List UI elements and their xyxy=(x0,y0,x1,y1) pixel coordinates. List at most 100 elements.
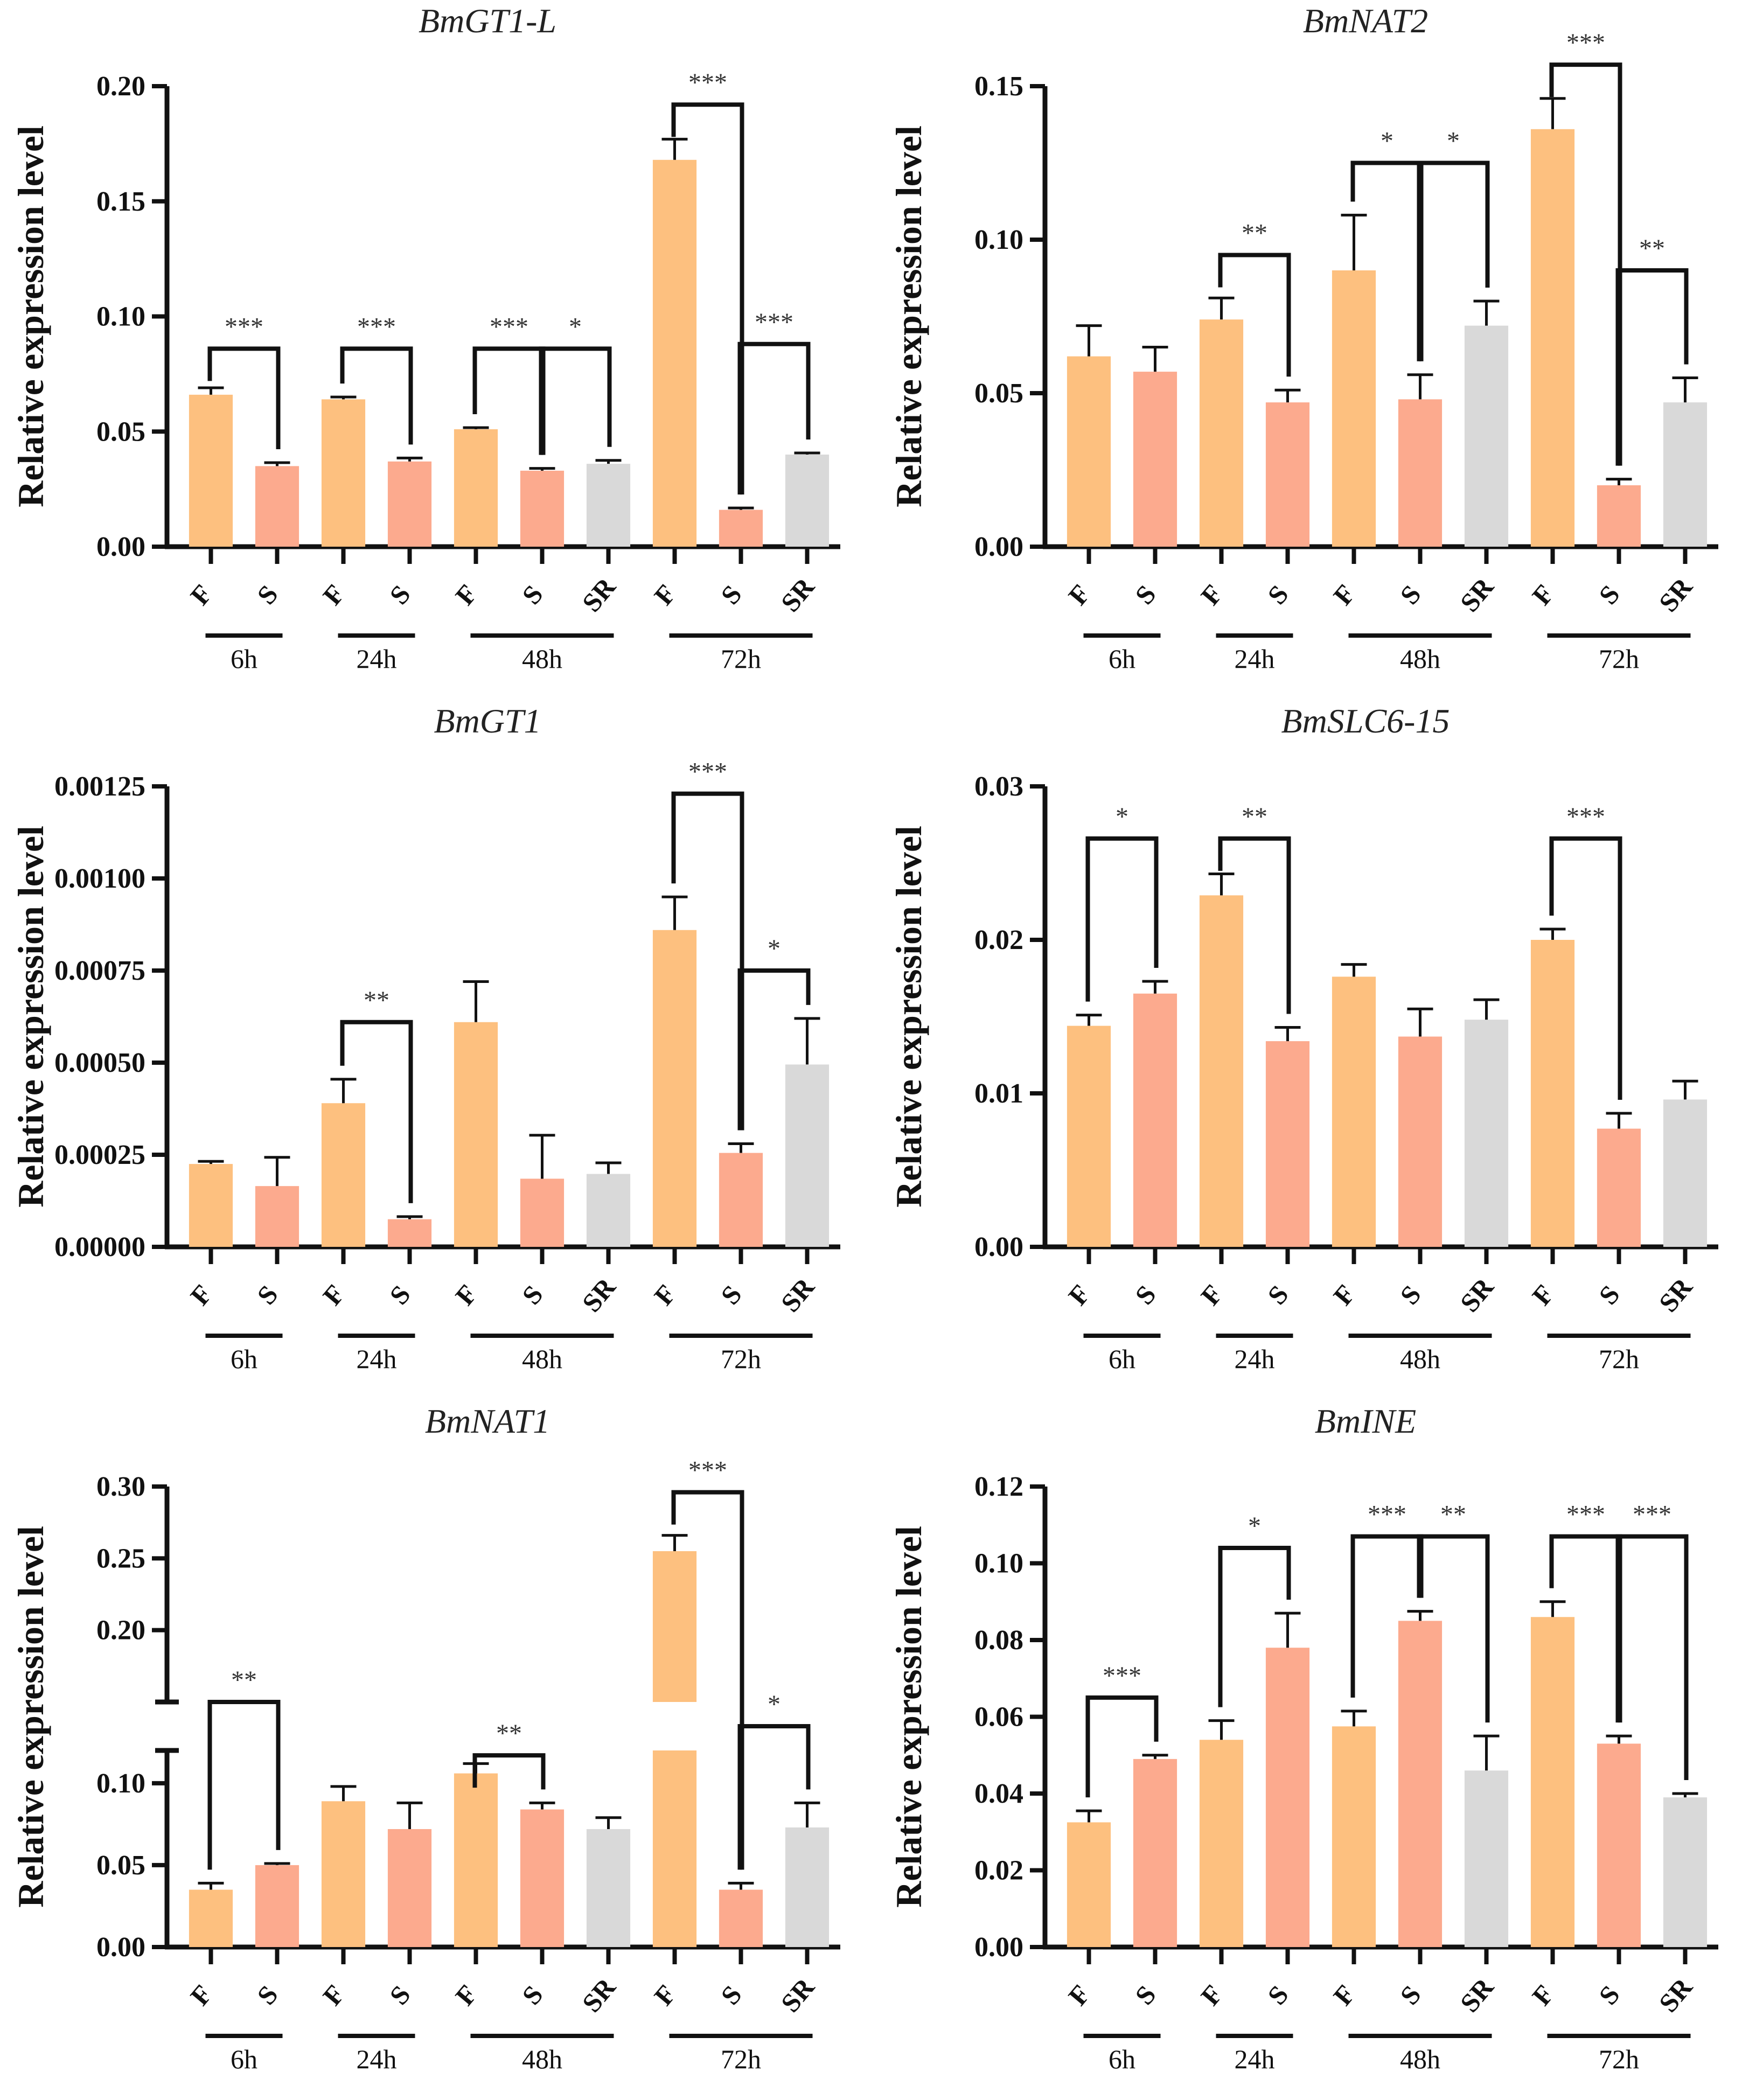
y-tick-label: 0.06 xyxy=(974,1702,1023,1733)
y-tick-label: 0.00125 xyxy=(54,771,145,802)
chart-panel-bmslc6-15: BmSLC6-15 Relative expression level 0.00 0.… xyxy=(878,700,1756,1400)
group-label: 6h xyxy=(231,1344,257,1374)
y-tick-label: 0.10 xyxy=(974,1548,1023,1579)
significance-bracket xyxy=(1085,836,1159,1002)
y-tick-label: 0.03 xyxy=(974,771,1023,802)
x-category-label: S xyxy=(384,1279,416,1310)
x-category-label: S xyxy=(1394,1279,1427,1310)
bar-s xyxy=(1133,993,1177,1247)
y-tick-label: 0.15 xyxy=(96,186,145,217)
bar-s xyxy=(1597,1128,1641,1247)
bar-sr xyxy=(785,1827,830,1947)
significance-label: *** xyxy=(1633,1501,1671,1529)
y-axis-label: Relative expression level xyxy=(888,1526,929,1908)
significance-label: *** xyxy=(490,312,528,341)
y-tick-label: 0.08 xyxy=(974,1625,1023,1656)
group-label: 24h xyxy=(1235,644,1275,674)
bar-f xyxy=(1332,270,1376,547)
y-tick-label: 0.00100 xyxy=(54,863,145,894)
y-tick-label: 0.00 xyxy=(96,1932,145,1963)
group-label: 48h xyxy=(522,644,562,674)
y-tick-label: 0.00 xyxy=(974,532,1023,562)
x-category-label: F xyxy=(648,1979,682,2011)
significance-label: *** xyxy=(357,312,396,341)
bar-s xyxy=(520,1809,565,1947)
bar-s xyxy=(1265,1041,1310,1247)
significance-label: *** xyxy=(1103,1662,1141,1690)
y-tick-label: 0.00025 xyxy=(54,1140,145,1170)
significance-bracket xyxy=(539,346,612,455)
x-category-label: S xyxy=(1262,579,1294,610)
x-category-label: F xyxy=(1195,1979,1229,2011)
bar-s xyxy=(520,470,565,547)
x-category-label: S xyxy=(384,1979,416,2010)
x-category-label: S xyxy=(251,1979,284,2010)
y-tick-label: 0.04 xyxy=(974,1778,1023,1809)
x-category-label: S xyxy=(251,1279,284,1310)
chart-title: BmSLC6-15 xyxy=(1281,702,1450,740)
x-category-label: F xyxy=(317,1979,351,2011)
group-label: 72h xyxy=(721,644,761,674)
bar-s xyxy=(255,466,299,547)
chart-title: BmNAT1 xyxy=(425,1402,550,1440)
significance-label: * xyxy=(569,312,582,341)
bar-s xyxy=(255,1186,299,1247)
x-category-label: S xyxy=(715,579,748,610)
x-category-label: F xyxy=(184,1979,218,2011)
bar-f xyxy=(321,399,366,547)
significance-label: * xyxy=(1116,803,1128,831)
x-category-label: SR xyxy=(1454,1272,1500,1318)
significance-bracket xyxy=(340,1020,413,1203)
bar-s xyxy=(1265,1648,1310,1947)
group-label: 72h xyxy=(1599,1344,1639,1374)
significance-bracket xyxy=(671,1490,744,1870)
significance-label: ** xyxy=(231,1666,257,1694)
group-label: 48h xyxy=(1400,1344,1440,1374)
bar-s xyxy=(387,461,432,547)
significance-label: ** xyxy=(1242,219,1267,248)
chart-panel-bmgt1-l: BmGT1-L Relative expression level 0.00 0.05… xyxy=(0,0,878,700)
significance-label: * xyxy=(1381,127,1393,156)
x-category-label: SR xyxy=(1454,571,1500,618)
group-label: 6h xyxy=(1109,644,1135,674)
bar-f xyxy=(1530,940,1575,1247)
significance-bracket xyxy=(671,102,744,495)
x-category-label: F xyxy=(317,1279,351,1310)
group-label: 48h xyxy=(1400,644,1440,674)
bar-f-lower xyxy=(652,1750,697,1947)
y-tick-label: 0.00 xyxy=(96,532,145,562)
x-category-label: F xyxy=(1062,578,1096,610)
significance-label: *** xyxy=(1566,803,1605,831)
x-category-label: SR xyxy=(1653,571,1698,618)
bar-f xyxy=(189,1889,233,1947)
chart-title: BmNAT2 xyxy=(1303,2,1428,40)
bar-s xyxy=(387,1219,432,1247)
bar-s xyxy=(1398,1036,1443,1247)
significance-label: *** xyxy=(1368,1501,1406,1529)
y-axis-label: Relative expression level xyxy=(888,125,929,507)
bar-sr xyxy=(1464,325,1509,547)
y-tick-label: 0.02 xyxy=(974,925,1023,955)
significance-label: *** xyxy=(688,68,727,97)
y-tick-label: 0.05 xyxy=(974,378,1023,409)
x-category-label: S xyxy=(384,579,416,610)
significance-label: * xyxy=(1248,1512,1261,1540)
group-label: 6h xyxy=(231,2044,257,2074)
chart-svg: BmNAT2 Relative expression level 0.00 0.05 0… xyxy=(888,2,1718,674)
bar-f xyxy=(189,1164,233,1247)
x-category-label: S xyxy=(1394,579,1427,610)
y-tick-label: 0.00075 xyxy=(54,955,145,986)
bar-f-upper xyxy=(652,1551,697,1702)
bar-sr xyxy=(586,464,631,547)
significance-label: *** xyxy=(1566,1501,1605,1529)
chart-svg: BmSLC6-15 Relative expression level 0.00 0.… xyxy=(888,702,1718,1374)
x-category-label: S xyxy=(516,579,549,610)
x-category-label: SR xyxy=(775,571,820,618)
x-category-label: F xyxy=(1062,1279,1096,1310)
x-category-label: F xyxy=(449,578,483,610)
x-category-label: F xyxy=(1526,578,1560,610)
significance-bracket xyxy=(1549,836,1622,1100)
y-tick-label: 0.12 xyxy=(974,1471,1023,1502)
bar-f xyxy=(454,1022,498,1247)
x-category-label: SR xyxy=(576,1972,622,2018)
